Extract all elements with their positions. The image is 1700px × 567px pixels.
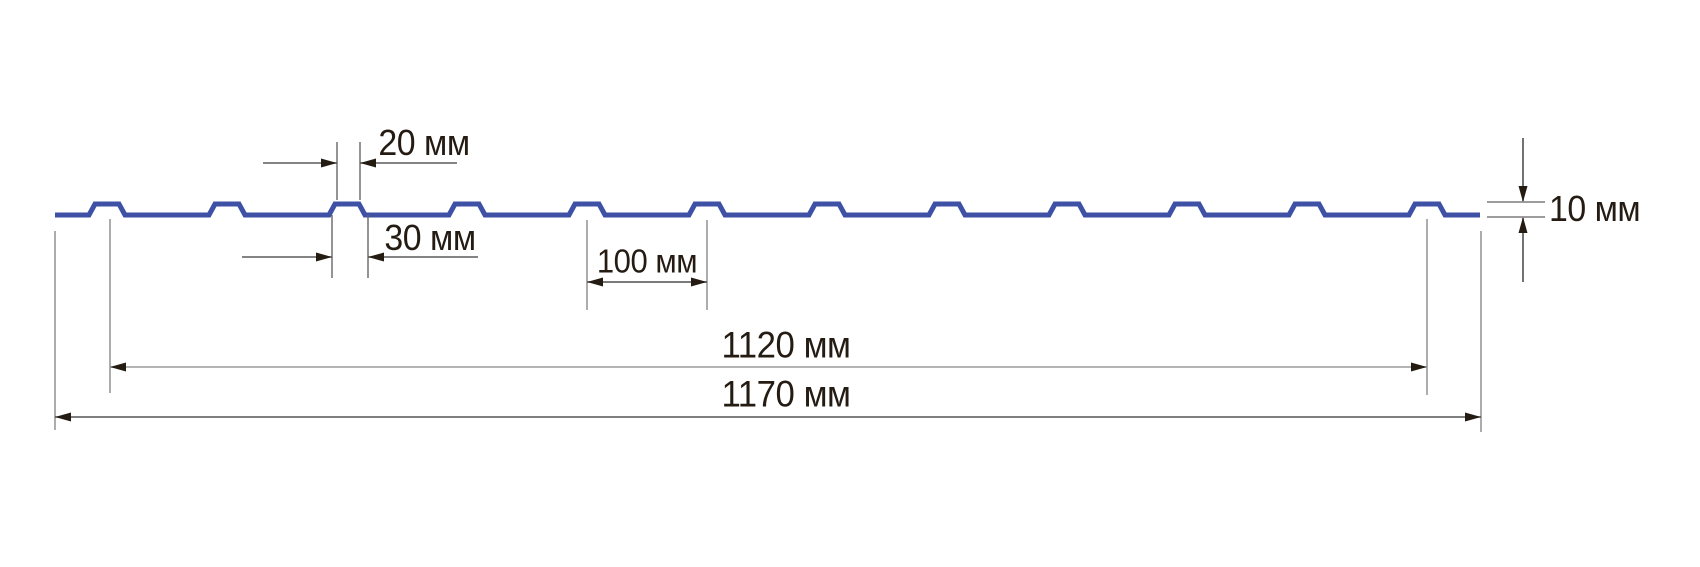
dim-10mm-arrowhead: [1518, 217, 1528, 233]
dim-20mm-arrowhead: [360, 158, 376, 168]
dim-label-10mm: 10 мм: [1549, 188, 1641, 229]
dim-100mm-arrowhead: [587, 277, 603, 287]
dim-100mm-arrowhead: [691, 277, 707, 287]
dim-label-100mm: 100 мм: [596, 242, 698, 280]
dim-30mm-arrowhead: [316, 252, 332, 262]
dim-1120mm-arrowhead: [1411, 362, 1427, 372]
dim-1170mm-arrowhead: [1465, 412, 1481, 422]
dim-label-1170mm: 1170 мм: [721, 373, 851, 415]
dim-30mm-arrowhead: [368, 252, 384, 262]
dim-20mm-arrowhead: [321, 158, 337, 168]
dim-1120mm-arrowhead: [110, 362, 126, 372]
dim-label-20mm: 20 мм: [378, 122, 470, 163]
dim-label-1120mm: 1120 мм: [721, 324, 851, 366]
dim-label-30mm: 30 мм: [384, 217, 476, 258]
dim-1170mm-arrowhead: [55, 412, 71, 422]
sheet-profile-line: [55, 201, 1480, 218]
dim-10mm-arrowhead: [1518, 186, 1528, 202]
